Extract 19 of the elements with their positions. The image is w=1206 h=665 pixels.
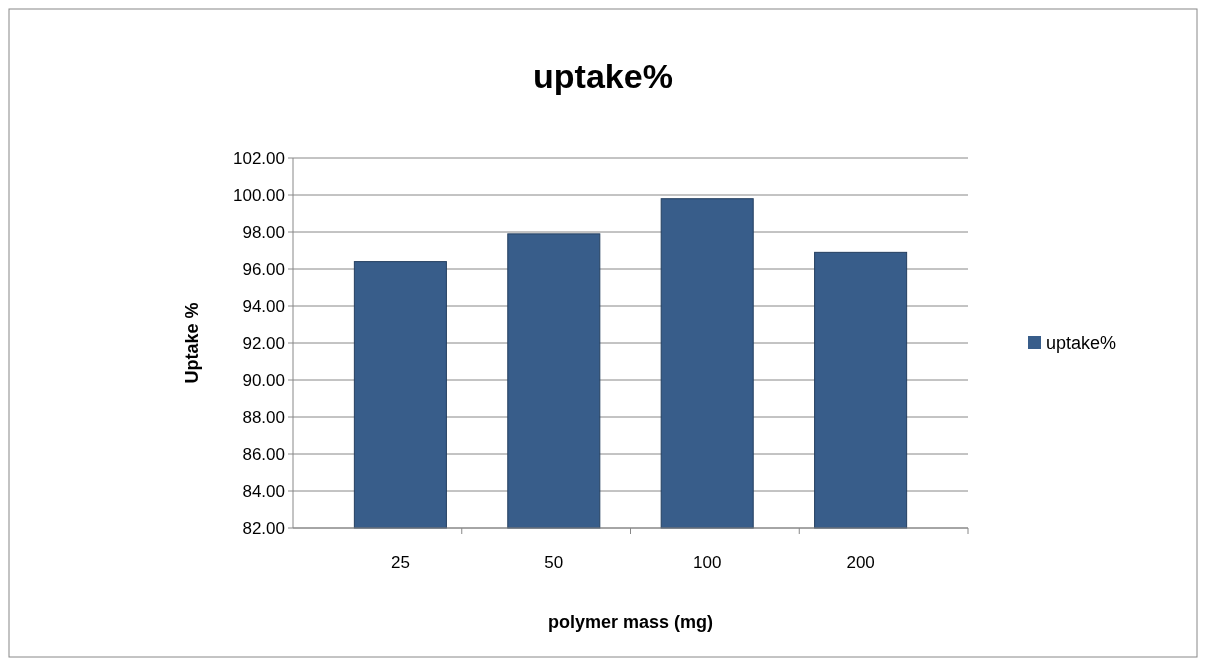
y-tick-label: 92.00 [242,333,285,353]
y-tick-label: 102.00 [233,148,285,168]
y-tick-label: 98.00 [242,222,285,242]
y-tick-label: 94.00 [242,296,285,316]
y-tick-label: 88.00 [242,407,285,427]
y-axis-title: Uptake % [182,302,202,384]
x-axis-title: polymer mass (mg) [547,612,714,632]
y-tick-label: 86.00 [242,444,285,464]
x-tick-label: 50 [544,553,564,572]
legend-label: uptake% [1046,333,1117,354]
y-tick-label: 96.00 [242,259,285,279]
x-tick-label: 200 [846,553,875,572]
x-tick-label: 25 [390,553,410,572]
y-tick-label: 82.00 [242,518,285,538]
y-tick-label: 84.00 [242,481,285,501]
y-tick-label: 100.00 [233,185,285,205]
x-tick-label: 100 [693,553,722,572]
y-tick-label: 90.00 [242,370,285,390]
chart-title: uptake% [533,57,673,95]
